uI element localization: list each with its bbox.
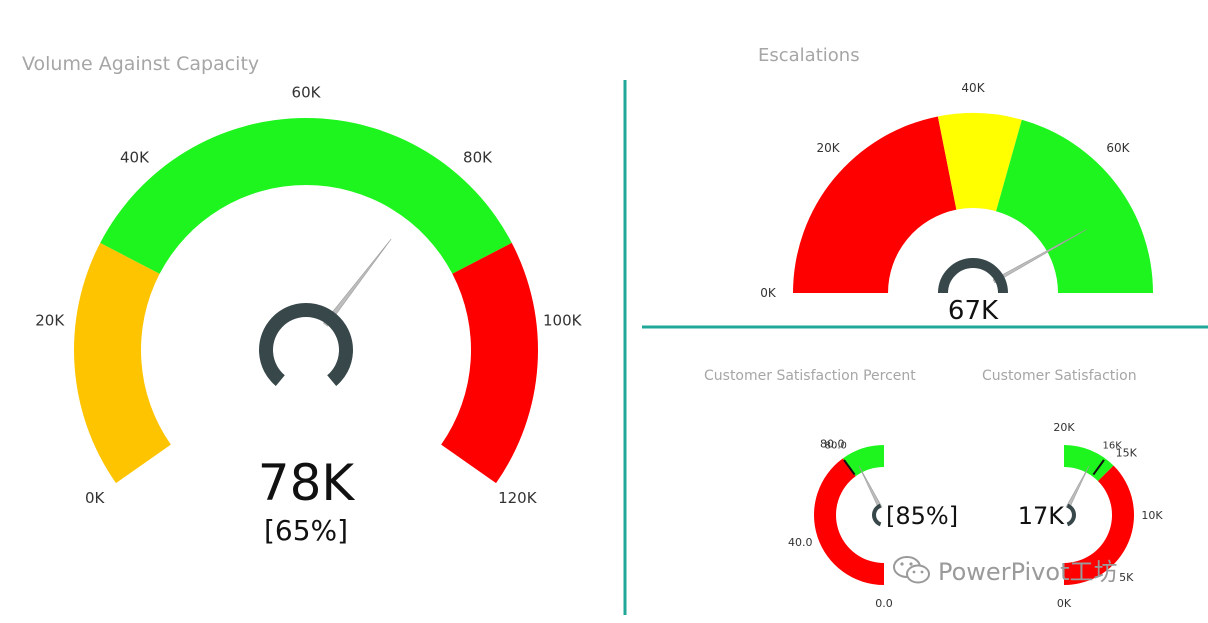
csat-title: Customer Satisfaction bbox=[982, 368, 1137, 384]
gauge-band bbox=[73, 242, 171, 484]
watermark: PowerPivot工坊 bbox=[892, 552, 1117, 587]
volume-value-label: 78K bbox=[258, 454, 356, 512]
gauge-tick-label: 5K bbox=[1119, 571, 1134, 584]
gauge-band bbox=[814, 458, 884, 585]
gauge-needle bbox=[323, 238, 392, 327]
gauge-tick-label: 0K bbox=[760, 286, 777, 300]
gauge-tick-label: 60K bbox=[1106, 141, 1130, 155]
gauge-hub bbox=[259, 303, 353, 386]
volume-title: Volume Against Capacity bbox=[22, 53, 259, 75]
gauge-tick-label: 20K bbox=[816, 141, 840, 155]
gauge-band bbox=[100, 118, 512, 274]
gauge-tick-label: 0K bbox=[1057, 597, 1072, 610]
csat-percent-gauge: 0.040.080.080.0 bbox=[788, 438, 893, 610]
gauge-band bbox=[793, 116, 957, 293]
csat-percent-title: Customer Satisfaction Percent bbox=[704, 368, 916, 384]
gauge-band bbox=[441, 242, 538, 484]
gauge-needle bbox=[992, 229, 1087, 284]
gauge-tick-label: 0K bbox=[85, 489, 106, 507]
gauge-hub bbox=[872, 503, 882, 527]
escalations-gauge: 0K 20K 40K 60K bbox=[760, 81, 1153, 300]
gauge-band bbox=[996, 119, 1153, 293]
gauge-hub bbox=[938, 258, 1008, 294]
volume-gauge: 0K 20K 40K 60K 80K 100K 120K bbox=[35, 83, 582, 507]
csat-gauge: 0K 5K 10K 15K 20K 16K bbox=[1053, 421, 1163, 610]
gauge-tick-label: 20K bbox=[1053, 421, 1075, 434]
gauge-band bbox=[937, 113, 1022, 212]
gauge-tick-label: 100K bbox=[543, 311, 583, 329]
escalations-title: Escalations bbox=[758, 45, 860, 66]
gauge-tick-label: 40K bbox=[961, 81, 985, 95]
gauge-band bbox=[1064, 465, 1134, 585]
volume-percent-label: [65%] bbox=[264, 514, 348, 547]
gauge-tick-label: 80.0 bbox=[820, 438, 845, 451]
csat-percent-value-label: [85%] bbox=[886, 502, 958, 530]
csat-value-label: 17K bbox=[1018, 502, 1066, 530]
gauge-needle bbox=[1065, 465, 1090, 510]
gauge-tick-label: 15K bbox=[1116, 447, 1138, 460]
gauge-target-label: 16K bbox=[1103, 441, 1123, 452]
gauge-target-label: 80.0 bbox=[825, 441, 847, 452]
escalations-value-label: 67K bbox=[948, 296, 999, 326]
gauge-tick-label: 10K bbox=[1141, 509, 1163, 522]
gauge-target-marker bbox=[843, 459, 856, 476]
gauge-tick-label: 60K bbox=[292, 83, 322, 101]
gauge-target-marker bbox=[1092, 459, 1105, 476]
gauge-band bbox=[1064, 445, 1114, 482]
watermark-text: PowerPivot工坊 bbox=[938, 558, 1118, 586]
gauge-tick-label: 40.0 bbox=[788, 536, 813, 549]
gauge-tick-label: 20K bbox=[35, 311, 65, 329]
gauge-needle bbox=[858, 465, 883, 510]
gauge-tick-label: 0.0 bbox=[875, 597, 893, 610]
gauge-band bbox=[842, 445, 884, 477]
gauge-hub bbox=[1066, 503, 1076, 527]
gauge-tick-label: 80K bbox=[463, 149, 493, 167]
gauge-tick-label: 120K bbox=[498, 489, 538, 507]
wechat-icon bbox=[893, 555, 930, 583]
gauge-tick-label: 40K bbox=[120, 149, 150, 167]
